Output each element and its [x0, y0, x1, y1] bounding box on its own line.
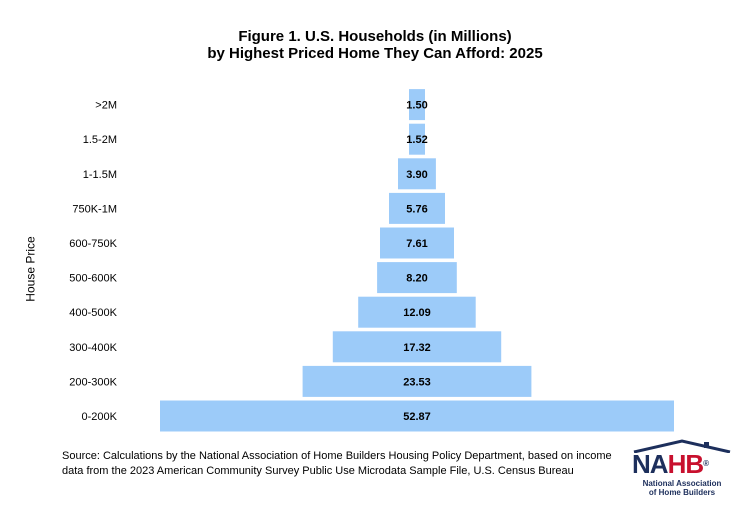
logo-subtitle: National Association of Home Builders	[642, 479, 722, 497]
value-label-1.5-2M: 1.52	[406, 134, 427, 146]
value-label-750K-1M: 5.76	[406, 203, 427, 215]
house-roof-icon	[633, 439, 731, 453]
tick-label-300-400K: 300-400K	[69, 342, 117, 354]
bar-750K-1M	[389, 192, 445, 224]
value-label-200-300K: 23.53	[403, 376, 431, 388]
tick-label-0-200K: 0-200K	[82, 411, 118, 423]
y-axis-label: House Price	[23, 236, 38, 302]
tick-label->2M: >2M	[95, 100, 117, 112]
chart-title: Figure 1. U.S. Households (in Millions)	[238, 28, 512, 45]
tick-label-750K-1M: 750K-1M	[72, 203, 117, 215]
bar-600-750K	[380, 227, 454, 259]
source-note: Source: Calculations by the National Ass…	[62, 450, 612, 477]
bar-1.5-2M	[409, 123, 425, 155]
bar-0-200K	[160, 400, 674, 432]
bar-400-500K	[358, 296, 476, 328]
tick-label-600-750K: 600-750K	[69, 238, 117, 250]
value-label->2M: 1.50	[406, 100, 427, 112]
value-label-400-500K: 12.09	[403, 307, 431, 319]
value-label-1-1.5M: 3.90	[406, 169, 427, 181]
value-label-300-400K: 17.32	[403, 342, 431, 354]
nahb-logo: NAHB® National Association of Home Build…	[632, 439, 732, 499]
tick-label-1-1.5M: 1-1.5M	[83, 169, 117, 181]
value-label-600-750K: 7.61	[406, 238, 427, 250]
bar-200-300K	[302, 365, 532, 397]
tick-label-400-500K: 400-500K	[69, 307, 117, 319]
bar->2M	[409, 89, 425, 121]
bar-300-400K	[332, 331, 502, 363]
tick-label-500-600K: 500-600K	[69, 273, 117, 285]
value-label-500-600K: 8.20	[406, 273, 427, 285]
bar-1-1.5M	[398, 158, 436, 190]
bar-500-600K	[377, 262, 457, 294]
tick-label-200-300K: 200-300K	[69, 376, 117, 388]
chart-subtitle: by Highest Priced Home They Can Afford: …	[207, 45, 543, 62]
value-label-0-200K: 52.87	[403, 411, 431, 423]
logo-wordmark: NAHB®	[632, 449, 709, 479]
tick-label-1.5-2M: 1.5-2M	[83, 134, 117, 146]
